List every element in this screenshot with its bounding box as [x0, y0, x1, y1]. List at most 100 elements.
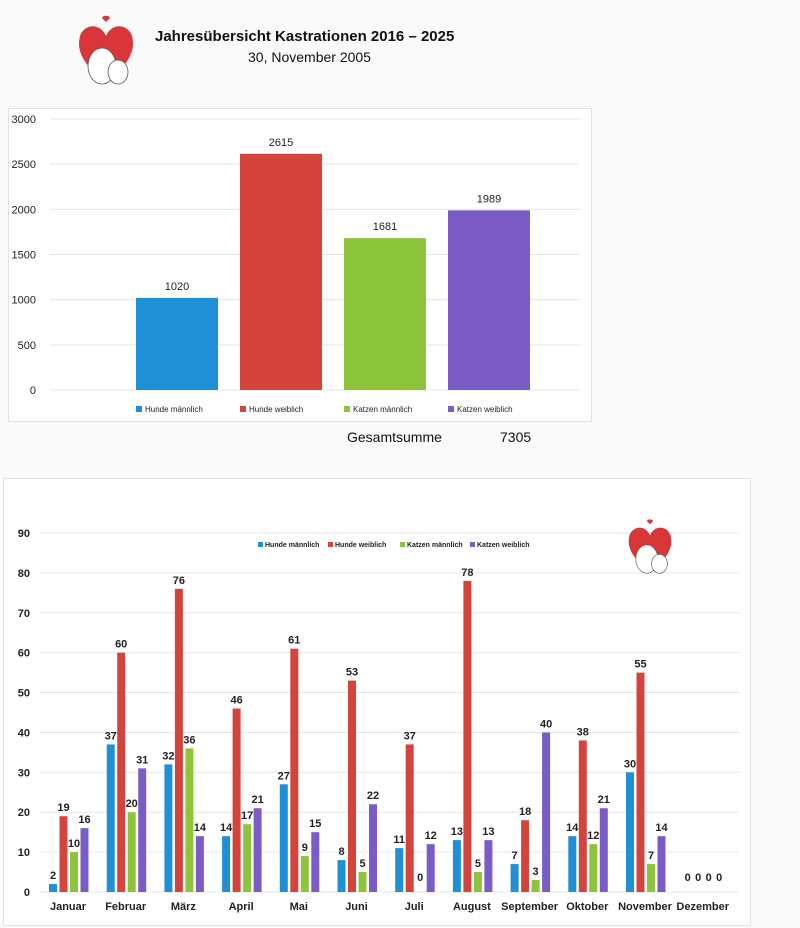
data-label: 0: [685, 872, 691, 884]
bar-hunde-männlich: [568, 836, 577, 892]
bar-katzen-weiblich: [369, 804, 377, 892]
x-tick-label: Juli: [405, 901, 424, 913]
bar-hunde-männlich: [136, 297, 218, 390]
bar-hunde-männlich: [626, 772, 634, 892]
data-label: 53: [346, 667, 358, 679]
y-tick-label: 70: [18, 608, 30, 620]
bar-hunde-weiblich: [290, 648, 299, 892]
data-label: 7: [648, 850, 654, 862]
y-tick-label: 90: [18, 528, 30, 540]
y-tick-label: 0: [24, 887, 30, 899]
x-tick-label: Dezember: [676, 901, 729, 913]
y-tick-label: 50: [18, 688, 30, 700]
data-label: 1020: [165, 281, 189, 293]
data-label: 15: [309, 818, 321, 830]
data-label: 61: [288, 635, 300, 647]
bar-katzen-männlich: [473, 872, 482, 892]
bar-katzen-weiblich: [542, 732, 551, 892]
legend-label: Katzen männlich: [407, 542, 463, 549]
heart-dog-logo: [79, 15, 133, 85]
y-tick-label: 20: [18, 807, 30, 819]
data-label: 17: [241, 810, 253, 822]
bar-hunde-männlich: [164, 764, 173, 892]
bar-katzen-männlich: [531, 880, 540, 892]
y-tick-label: 1000: [12, 295, 36, 307]
data-label: 13: [451, 826, 463, 838]
bar-katzen-männlich: [589, 844, 598, 892]
total-value: 7305: [500, 429, 532, 445]
bar-hunde-weiblich: [405, 744, 414, 892]
x-tick-label: August: [453, 901, 491, 913]
data-label: 1681: [373, 221, 397, 233]
bar-katzen-weiblich: [195, 836, 204, 892]
bar-katzen-männlich: [344, 238, 426, 390]
data-label: 14: [655, 822, 668, 834]
data-label: 9: [302, 842, 308, 854]
y-tick-label: 40: [18, 727, 30, 739]
bar-katzen-weiblich: [448, 210, 530, 390]
data-label: 36: [183, 734, 195, 746]
bar-katzen-männlich: [647, 864, 655, 892]
bar-hunde-männlich: [510, 864, 519, 892]
x-tick-label: Mai: [290, 901, 308, 913]
page-title: Jahresübersicht Kastrationen 2016 – 2025: [155, 28, 455, 45]
bar-katzen-weiblich: [253, 808, 262, 892]
legend-swatch: [470, 542, 475, 547]
data-label: 0: [417, 872, 423, 884]
bar-hunde-männlich: [452, 840, 461, 892]
bar-hunde-weiblich: [117, 652, 126, 892]
data-label: 14: [566, 822, 579, 834]
data-label: 16: [78, 814, 90, 826]
y-tick-label: 1500: [12, 250, 36, 262]
data-label: 21: [598, 794, 610, 806]
x-tick-label: November: [618, 901, 673, 913]
x-tick-label: September: [501, 901, 559, 913]
data-label: 30: [624, 758, 636, 770]
data-label: 27: [278, 770, 290, 782]
data-label: 10: [68, 838, 80, 850]
data-label: 31: [136, 754, 148, 766]
data-label: 19: [57, 802, 69, 814]
legend-label: Katzen männlich: [353, 405, 412, 414]
heart-dog-logo-small: [628, 519, 672, 574]
bar-hunde-weiblich: [521, 820, 530, 892]
data-label: 13: [482, 826, 494, 838]
data-label: 32: [162, 750, 174, 762]
bar-hunde-weiblich: [232, 708, 241, 892]
y-tick-label: 2500: [12, 159, 36, 171]
bar-katzen-weiblich: [599, 808, 608, 892]
data-label: 78: [461, 567, 473, 579]
data-label: 60: [115, 639, 127, 651]
legend-swatch: [328, 542, 333, 547]
legend-label: Hunde männlich: [265, 542, 319, 549]
data-label: 7: [512, 850, 518, 862]
bar-hunde-weiblich: [348, 680, 356, 892]
bar-katzen-männlich: [185, 748, 194, 892]
y-tick-label: 3000: [12, 114, 36, 126]
data-label: 0: [695, 872, 701, 884]
data-label: 37: [404, 730, 416, 742]
bar-katzen-männlich: [300, 856, 309, 892]
x-tick-label: Februar: [105, 901, 147, 913]
data-label: 5: [475, 858, 481, 870]
bar-hunde-männlich: [222, 836, 231, 892]
legend-swatch: [400, 542, 405, 547]
legend-swatch: [344, 406, 350, 412]
data-label: 18: [519, 806, 531, 818]
bar-hunde-männlich: [106, 744, 115, 892]
bar-katzen-weiblich: [80, 828, 89, 892]
x-tick-label: März: [171, 901, 197, 913]
bar-katzen-männlich: [243, 824, 252, 892]
y-tick-label: 0: [30, 385, 36, 397]
data-label: 20: [126, 798, 138, 810]
data-label: 46: [230, 695, 242, 707]
y-tick-label: 10: [18, 847, 30, 859]
data-label: 2: [50, 870, 56, 882]
legend-swatch: [136, 406, 142, 412]
y-tick-label: 30: [18, 767, 30, 779]
data-label: 1989: [477, 193, 501, 205]
y-tick-label: 500: [18, 340, 36, 352]
total-label: Gesamtsumme: [347, 429, 442, 445]
data-label: 76: [173, 575, 185, 587]
y-tick-label: 2000: [12, 204, 36, 216]
